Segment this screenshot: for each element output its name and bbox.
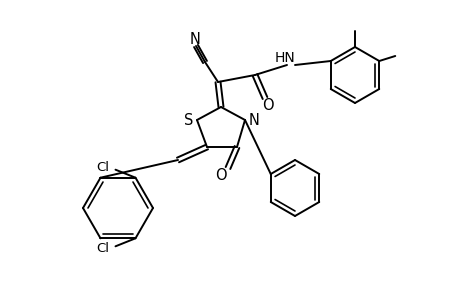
Text: HN: HN	[274, 51, 295, 65]
Text: Cl: Cl	[96, 242, 109, 255]
Text: S: S	[184, 112, 193, 128]
Text: O: O	[262, 98, 273, 112]
Text: O: O	[215, 169, 226, 184]
Text: N: N	[248, 112, 259, 128]
Text: N: N	[189, 32, 200, 46]
Text: Cl: Cl	[96, 161, 109, 174]
